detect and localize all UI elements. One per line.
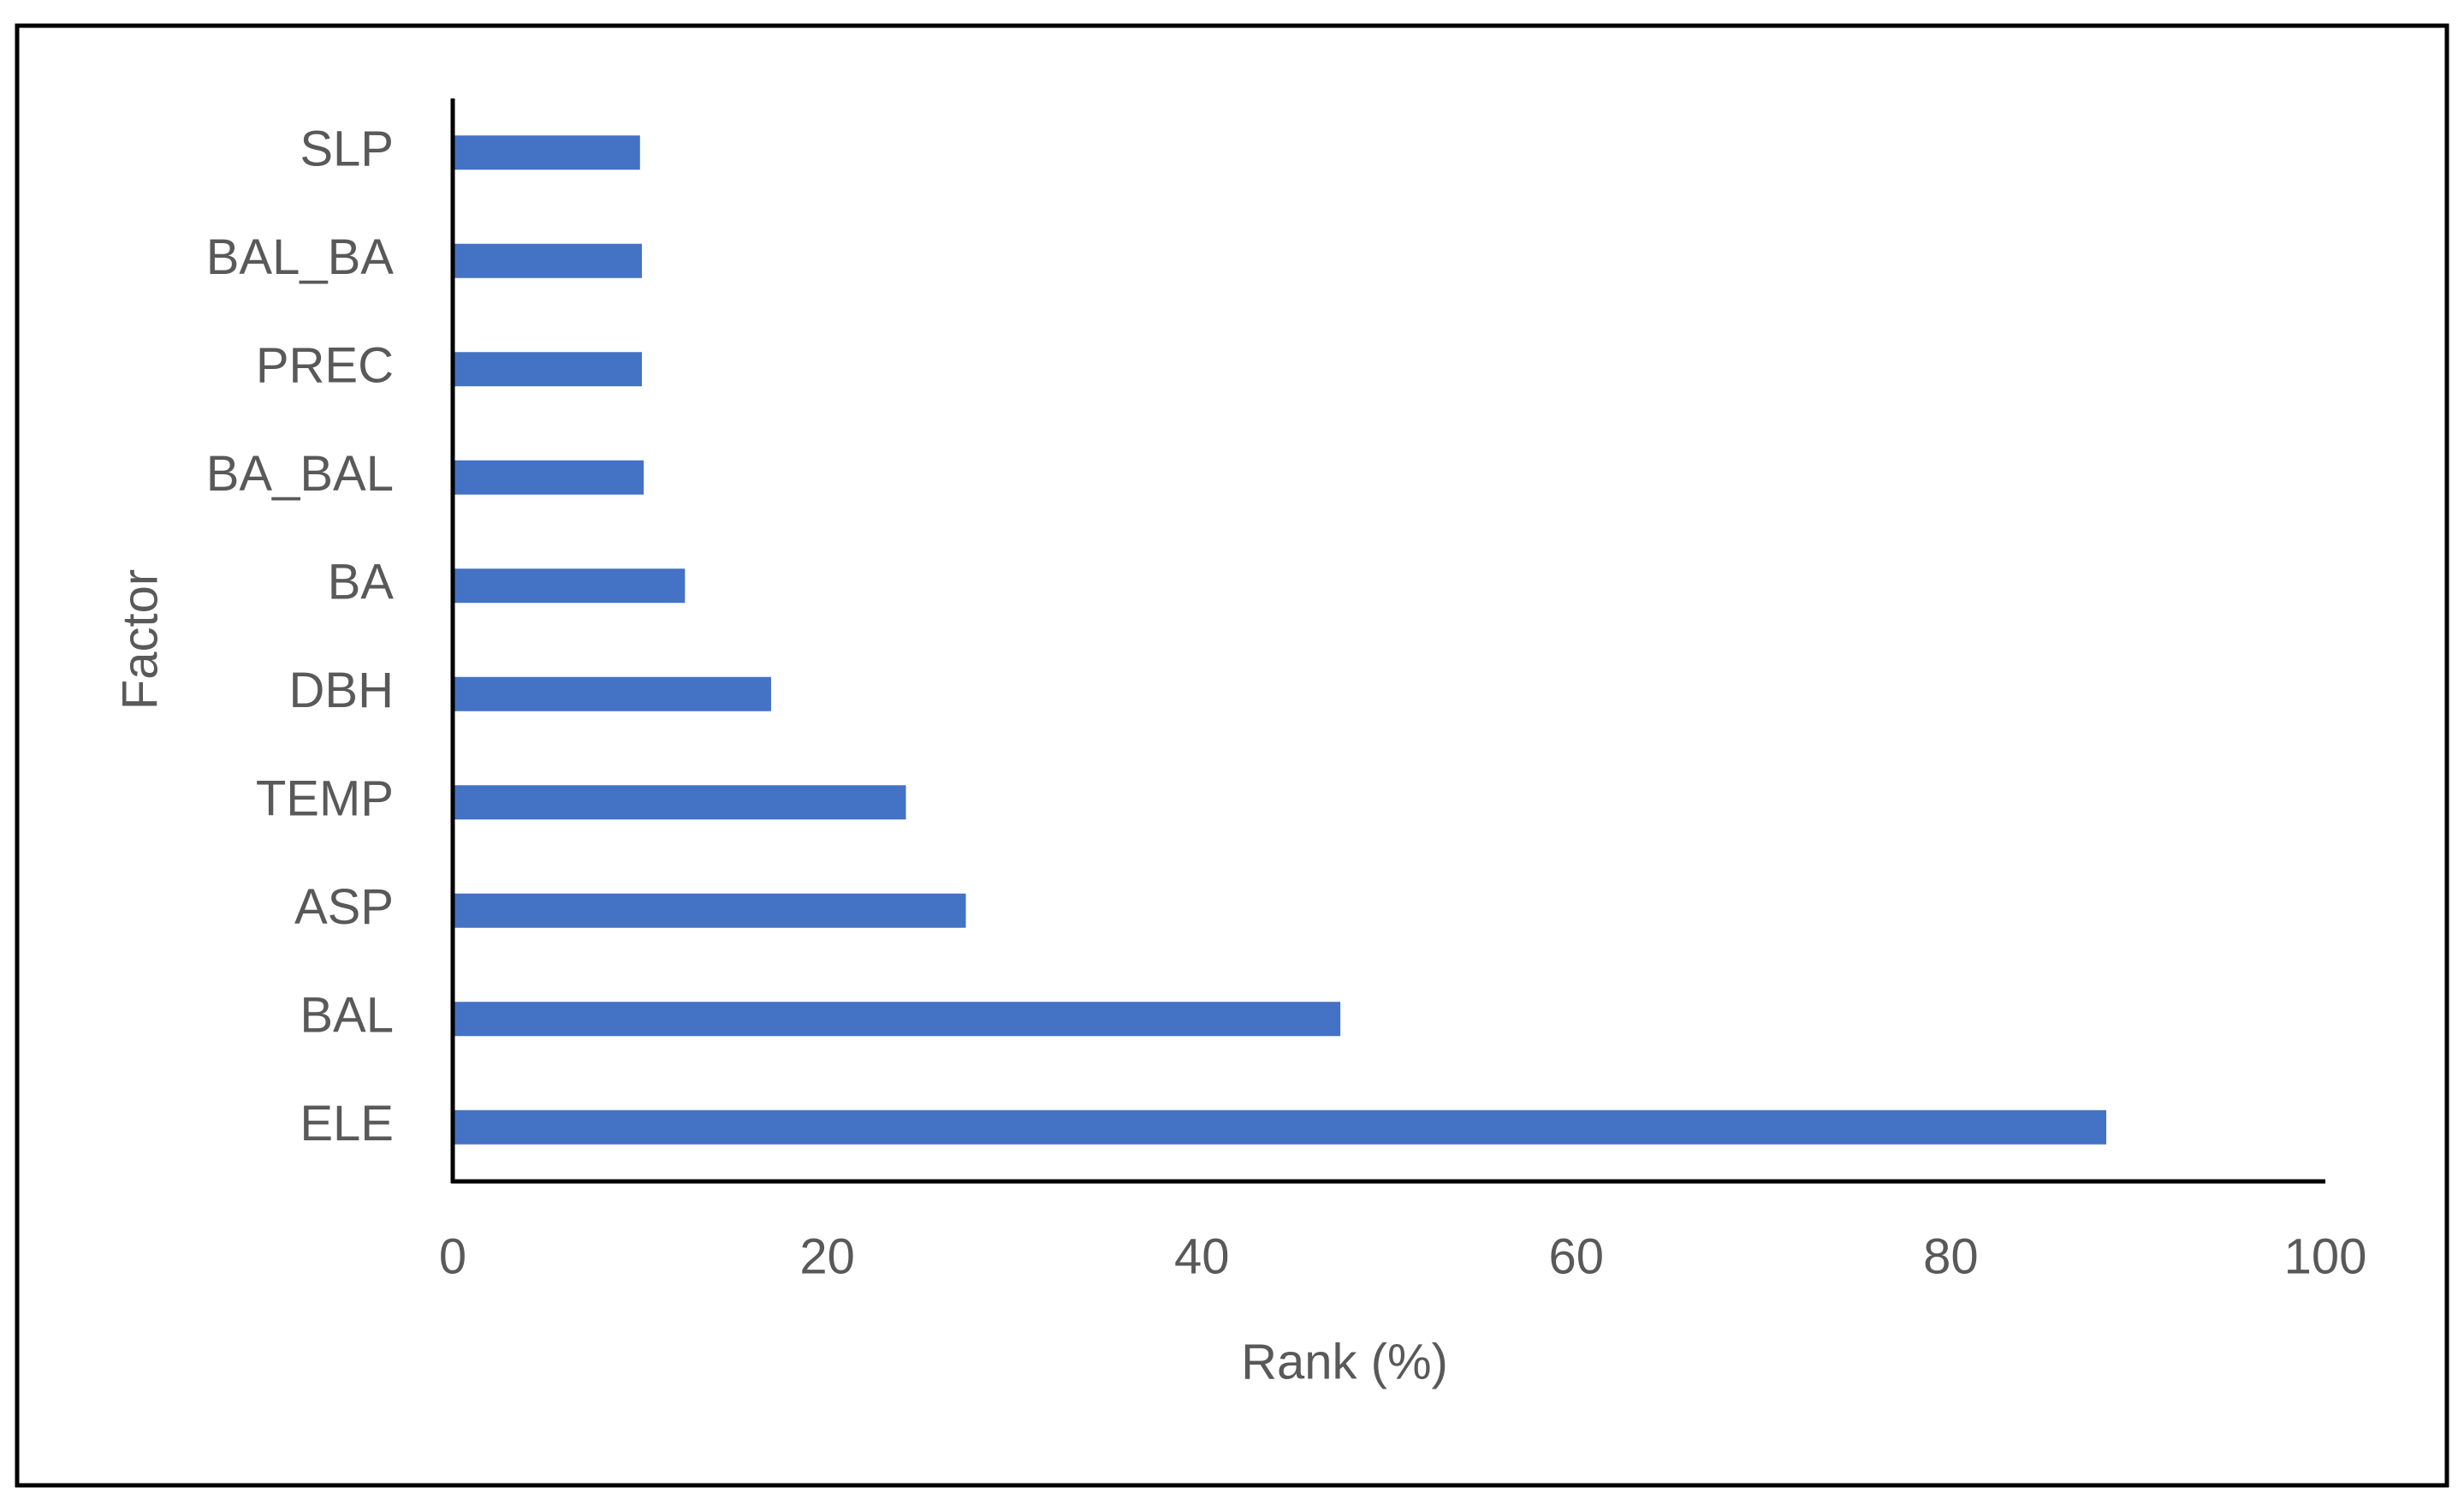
y-tick-label: ASP xyxy=(294,879,394,935)
y-tick-label: DBH xyxy=(289,663,394,718)
bar xyxy=(453,676,771,711)
y-tick-label: PREC xyxy=(256,338,394,394)
bar xyxy=(453,1109,2107,1145)
bar xyxy=(453,243,642,278)
y-tick-label: ELE xyxy=(300,1096,394,1151)
bar xyxy=(453,460,644,495)
bar xyxy=(453,785,906,820)
x-axis-title: Rank (%) xyxy=(1241,1334,1448,1389)
y-tick-label: BA xyxy=(328,555,395,610)
y-tick-label: BA_BAL xyxy=(206,446,394,502)
x-tick-label: 100 xyxy=(2284,1228,2367,1284)
x-tick-label: 20 xyxy=(799,1228,855,1284)
x-tick-label: 40 xyxy=(1174,1228,1230,1284)
y-axis-title: Factor xyxy=(112,569,168,710)
y-tick-label: BAL xyxy=(300,988,394,1044)
y-tick-label: SLP xyxy=(300,122,394,177)
x-tick-label: 80 xyxy=(1923,1228,1979,1284)
y-tick-label: BAL_BA xyxy=(206,229,395,285)
chart-border xyxy=(15,23,2449,1488)
bar xyxy=(453,893,966,928)
y-tick-label: TEMP xyxy=(256,771,394,827)
bar xyxy=(453,1002,1341,1037)
bar xyxy=(453,568,686,604)
bar xyxy=(453,135,640,170)
x-tick-label: 60 xyxy=(1549,1228,1605,1284)
x-tick-label: 0 xyxy=(439,1228,466,1284)
bar xyxy=(453,352,642,387)
